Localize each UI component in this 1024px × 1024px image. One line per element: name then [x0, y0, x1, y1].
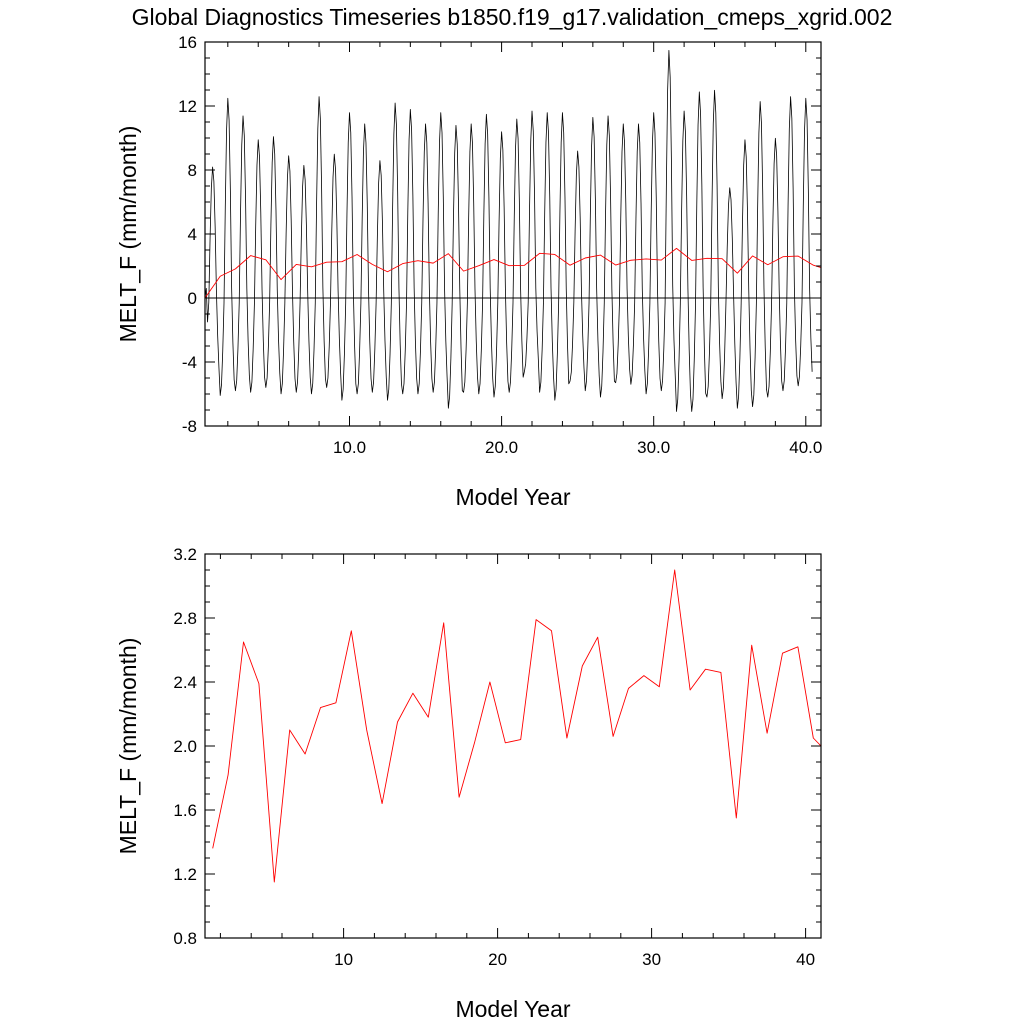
panel-top-x-axis-title: Model Year — [455, 484, 570, 510]
y-tick-label: 2.0 — [173, 737, 197, 756]
panel-bottom: 0.8 1.2 1.6 2.0 2.4 2.8 3.2 10 20 30 40 Model Year… — [115, 545, 822, 1022]
x-tick-label: 30 — [642, 950, 661, 969]
panel-bottom-marks — [212, 569, 821, 883]
y-tick-label: 2.8 — [173, 609, 197, 628]
panel-bottom-x-axis-title: Model Year — [455, 996, 570, 1022]
y-tick-label: 1.2 — [173, 865, 197, 884]
panel-bottom-y-axis-title: MELT_F (mm/month) — [115, 638, 141, 855]
panel-top-annual-mean-series-line — [205, 247, 821, 299]
y-tick-label: 0.8 — [173, 929, 197, 948]
x-tick-label: 40 — [796, 950, 815, 969]
panel-top-ticks: -8 -4 0 4 8 12 16 10.0 20.0 30.0 40.0 — [178, 33, 822, 457]
y-tick-label: 16 — [178, 33, 197, 52]
y-tick-label: 4 — [188, 225, 197, 244]
y-tick-label: 12 — [178, 97, 197, 116]
y-tick-label: 8 — [188, 161, 197, 180]
y-tick-label: -8 — [182, 417, 197, 436]
panel-bottom-ticks: 0.8 1.2 1.6 2.0 2.4 2.8 3.2 10 20 30 40 — [173, 545, 821, 969]
y-tick-label: 1.6 — [173, 801, 197, 820]
y-tick-label: 0 — [188, 289, 197, 308]
x-tick-label: 20.0 — [485, 438, 518, 457]
x-tick-label: 40.0 — [789, 438, 822, 457]
x-tick-label: 20 — [488, 950, 507, 969]
panel-top-marks — [205, 49, 821, 412]
panel-bottom-annual-mean-series-line — [212, 569, 821, 883]
y-tick-label: 3.2 — [173, 545, 197, 564]
panel-top-y-axis-title: MELT_F (mm/month) — [115, 126, 141, 343]
panel-top-monthly-series-line — [205, 49, 813, 412]
x-tick-label: 30.0 — [637, 438, 670, 457]
y-tick-label: 2.4 — [173, 673, 197, 692]
panel-top-frame — [204, 41, 822, 427]
x-tick-label: 10 — [334, 950, 353, 969]
y-tick-label: -4 — [182, 353, 197, 372]
figure-title: Global Diagnostics Timeseries b1850.f19_… — [132, 4, 893, 30]
panel-top: -8 -4 0 4 8 12 16 10.0 20.0 30.0 40.0 Model Year M… — [115, 33, 822, 510]
x-tick-label: 10.0 — [333, 438, 366, 457]
